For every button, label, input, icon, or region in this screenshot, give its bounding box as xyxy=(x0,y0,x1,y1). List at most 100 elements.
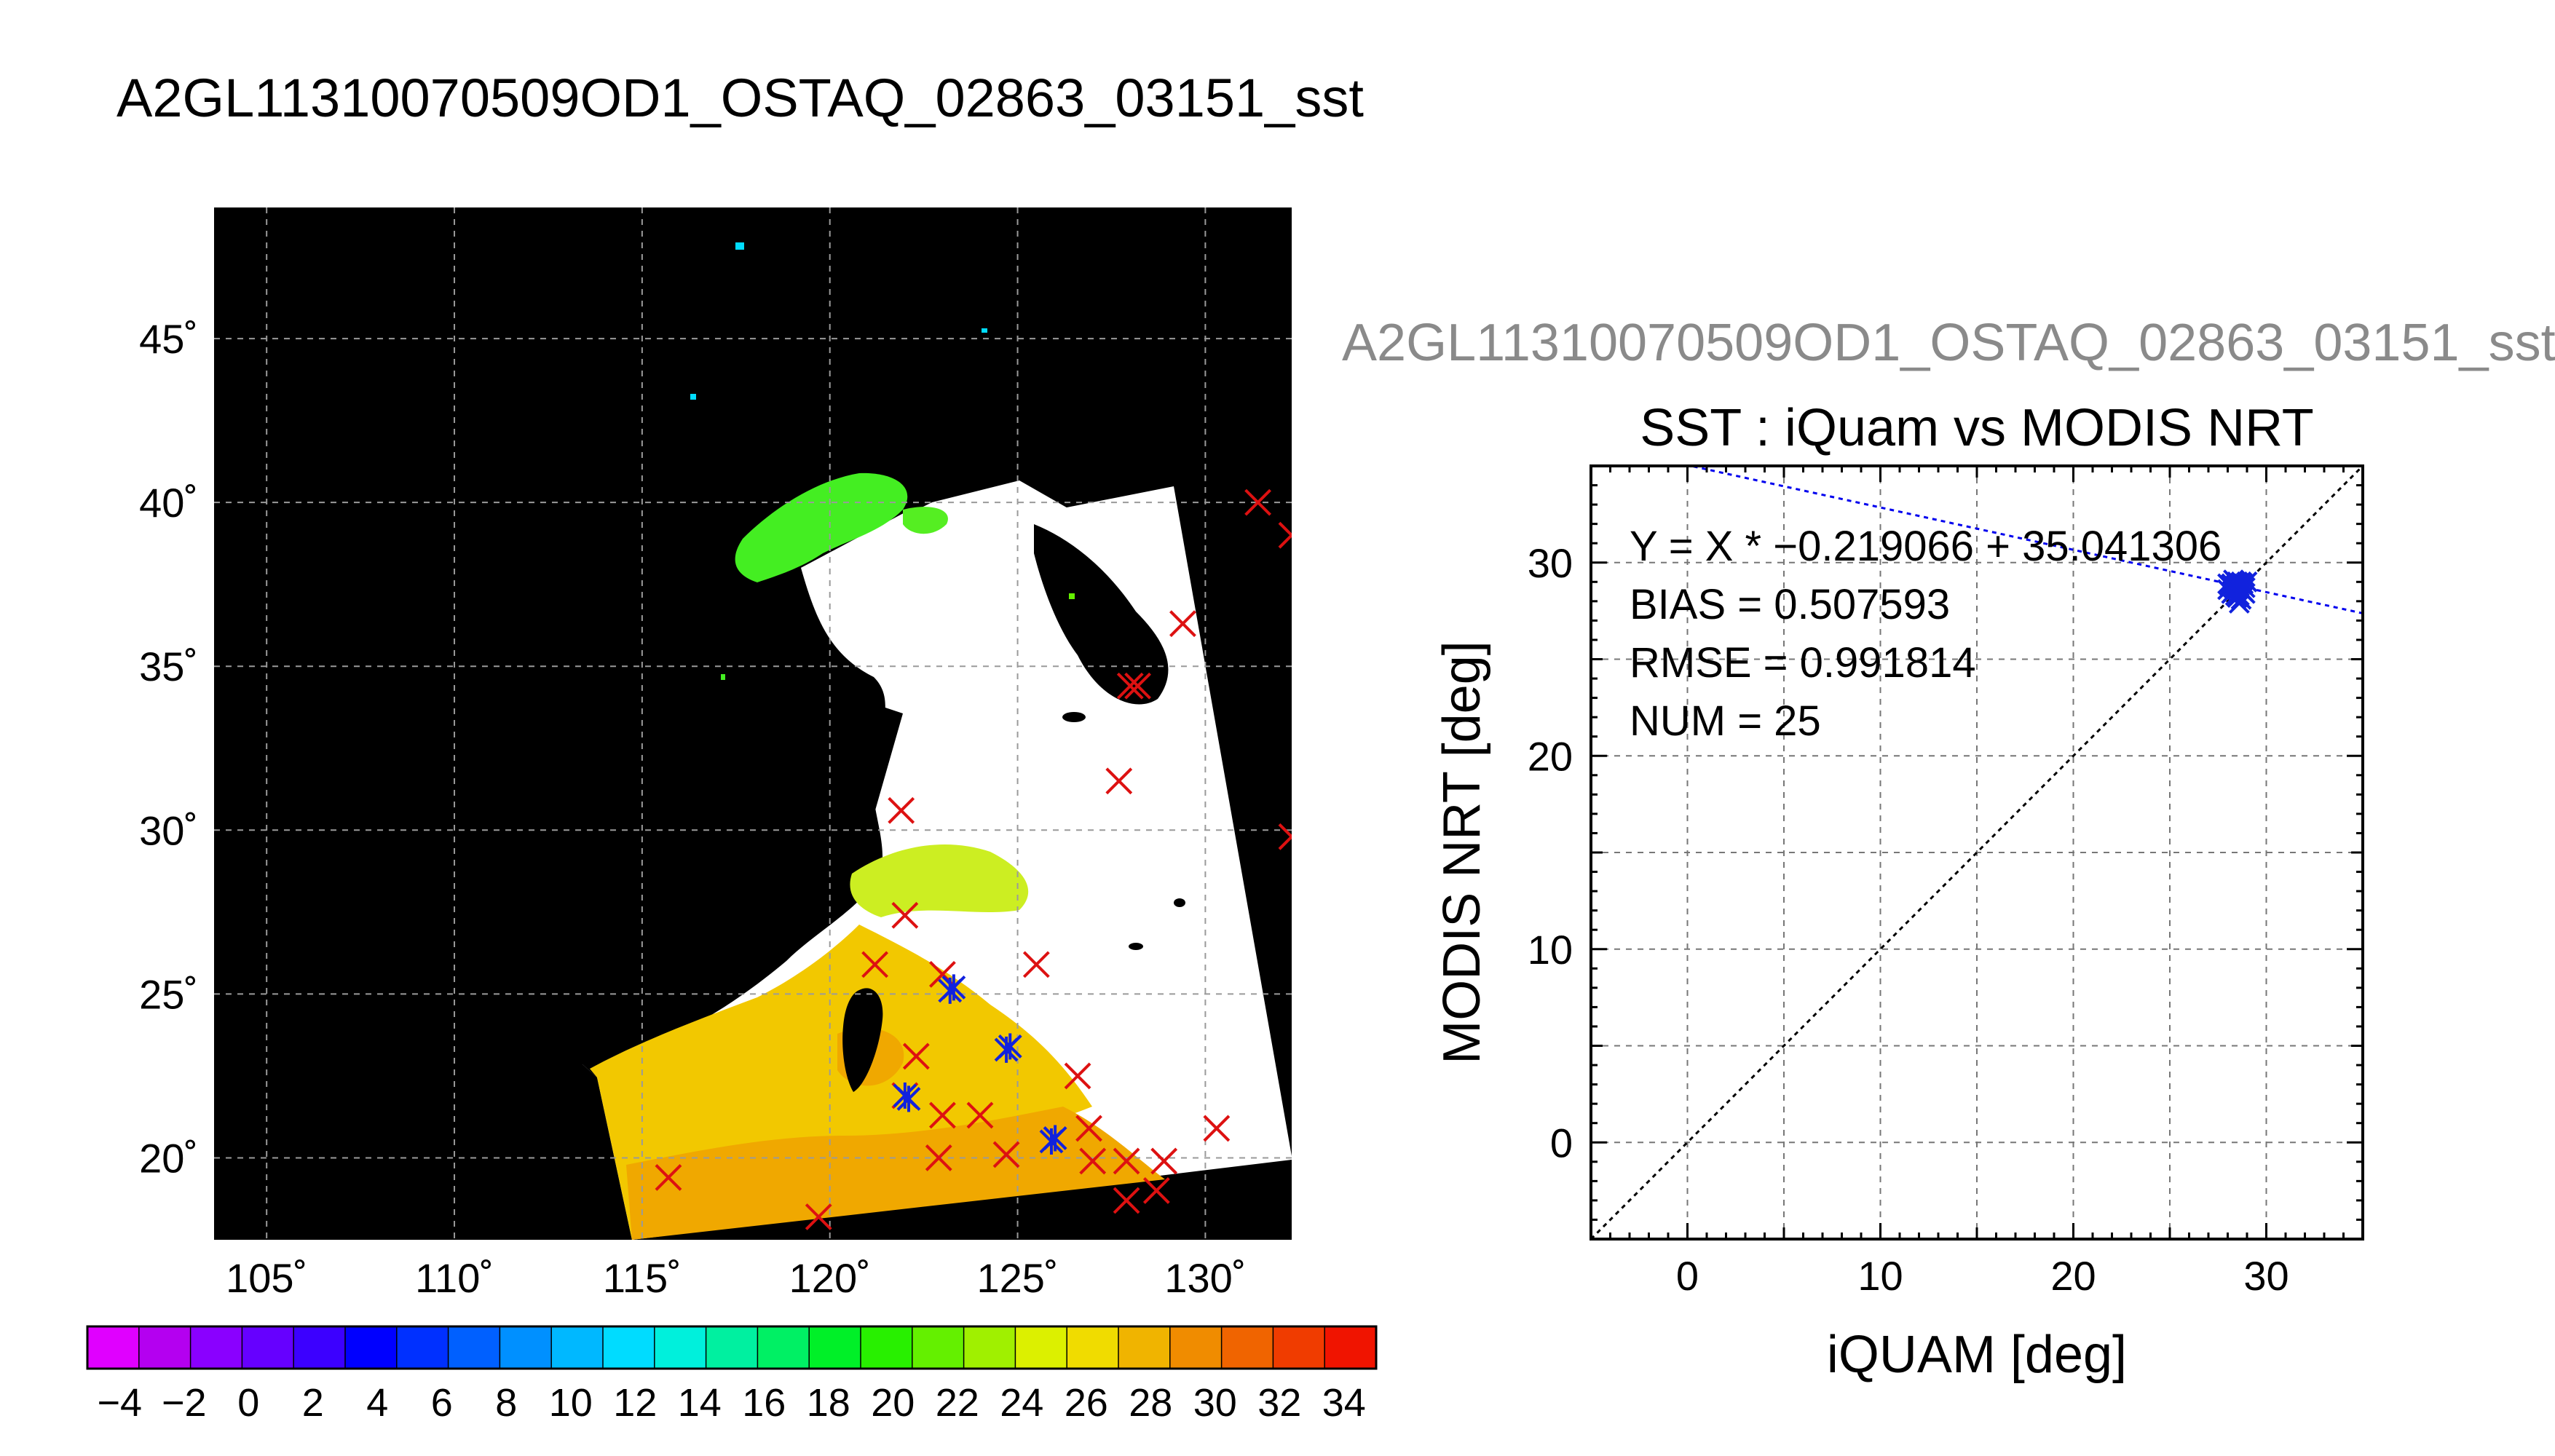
colorbar-tick-label: 30 xyxy=(1193,1381,1237,1425)
colorbar-tick-label: 34 xyxy=(1322,1381,1366,1425)
colorbar-bin xyxy=(242,1326,294,1369)
matchup-marker-red xyxy=(1064,1062,1091,1090)
colorbar-bins xyxy=(87,1326,1377,1369)
stats-rmse: RMSE = 0.991814 xyxy=(1630,639,1976,687)
colorbar-bin xyxy=(138,1326,191,1369)
matchup-marker-red xyxy=(902,1042,930,1070)
scatter-y-tick-label: 30 xyxy=(1528,540,1573,586)
map-content xyxy=(214,207,1292,1240)
map-y-tick-label: 20˚ xyxy=(139,1135,198,1181)
colorbar-tick-label: 0 xyxy=(237,1381,259,1425)
map-y-tick-label: 35˚ xyxy=(139,644,198,689)
colorbar-tick-label: 20 xyxy=(871,1381,915,1425)
matchup-marker-red xyxy=(966,1101,994,1129)
map-x-tick-label: 115˚ xyxy=(603,1255,682,1301)
colorbar-bin xyxy=(1169,1326,1223,1369)
colorbar-bin xyxy=(809,1326,861,1369)
colorbar-tick-label: 8 xyxy=(495,1381,517,1425)
matchup-marker-red xyxy=(1022,951,1050,978)
map-x-tick-label: 125˚ xyxy=(977,1255,1059,1301)
jeju-land xyxy=(1062,712,1086,722)
colorbar-bin xyxy=(345,1326,398,1369)
stats-bias: BIAS = 0.507593 xyxy=(1630,581,1950,628)
colorbar-tick-label: −4 xyxy=(97,1381,142,1425)
scatter-points xyxy=(2217,569,2258,614)
matchup-marker-red xyxy=(1124,672,1151,700)
colorbar-frame xyxy=(86,1325,1378,1370)
matchup-marker-red xyxy=(1203,1115,1231,1142)
matchup-marker-red xyxy=(925,1144,952,1171)
colorbar-bin xyxy=(757,1326,810,1369)
stats-regression: Y = X * −0.219066 + 35.041306 xyxy=(1630,523,2222,570)
map-red-markers xyxy=(655,488,1292,1230)
map-y-tick-label: 45˚ xyxy=(139,316,198,362)
stats-block: Y = X * −0.219066 + 35.041306 BIAS = 0.5… xyxy=(1630,523,2222,745)
colorbar-tick-label: 16 xyxy=(742,1381,786,1425)
sst-map-panel: 105˚ 110˚ 115˚ 120˚ 125˚ 130˚ 20˚ 25˚ 30˚ 35˚ 40˚… xyxy=(139,207,1292,1301)
matchup-marker-red xyxy=(1278,823,1292,850)
colorbar-bin xyxy=(861,1326,913,1369)
scatter-gray-title: A2GL11310070509OD1_OSTAQ_02863_03151_sst xyxy=(1342,314,2555,372)
matchup-marker-red xyxy=(1075,1115,1102,1142)
scatter-x-tick-labels: 0 10 20 30 xyxy=(1676,1253,2289,1299)
map-x-tick-label: 110˚ xyxy=(415,1255,494,1301)
map-x-tick-label: 130˚ xyxy=(1164,1255,1246,1301)
matchup-marker-red xyxy=(929,1101,956,1129)
matchup-marker-red xyxy=(1169,610,1196,638)
scatter-x-tick-label: 30 xyxy=(2243,1253,2289,1299)
matchup-marker-red xyxy=(891,901,919,929)
speck-4 xyxy=(721,674,725,680)
china-land xyxy=(575,568,885,1077)
colorbar-tick-label: 10 xyxy=(549,1381,593,1425)
colorbar-bin xyxy=(551,1326,604,1369)
page-title: A2GL11310070509OD1_OSTAQ_02863_03151_sst xyxy=(117,68,1364,128)
matchup-marker-red xyxy=(1105,767,1133,795)
map-blue-markers xyxy=(893,974,1067,1155)
matchup-marker-blue xyxy=(938,977,963,1004)
colorbar-bin xyxy=(654,1326,707,1369)
colorbar-bin xyxy=(396,1326,449,1369)
scatter-gridlines xyxy=(1591,466,2363,1239)
matchup-marker-blue xyxy=(1039,1128,1064,1155)
matchup-marker-red xyxy=(888,796,915,824)
map-x-tick-label: 120˚ xyxy=(789,1255,871,1301)
scs-orange xyxy=(626,1107,1165,1240)
matchup-marker-red xyxy=(1244,488,1272,516)
colorbar-tick-label: 22 xyxy=(936,1381,979,1425)
matchup-marker-red xyxy=(1079,1147,1107,1175)
scatter-point xyxy=(2224,571,2246,593)
map-x-tick-labels: 105˚ 110˚ 115˚ 120˚ 125˚ 130˚ xyxy=(226,1255,1246,1301)
colorbar-tick-label: 14 xyxy=(678,1381,722,1425)
scatter-y-tick-labels: 0 10 20 30 xyxy=(1528,540,1573,1166)
matchup-marker-red xyxy=(861,951,889,978)
colorbar-bin xyxy=(706,1326,758,1369)
speck-1 xyxy=(735,242,744,250)
colorbar-bin xyxy=(190,1326,242,1369)
colorbar-bin xyxy=(1015,1326,1067,1369)
matchup-marker-blue xyxy=(994,1036,1019,1063)
scatter-y-tick-label: 10 xyxy=(1528,927,1573,973)
map-x-tick-label: 105˚ xyxy=(226,1255,307,1301)
matchup-marker-red xyxy=(805,1203,832,1230)
colorbar: −4 −2 0 2 4 6 8 10 12 14 16 18 20 22 24 26 28 30 32 34 xyxy=(86,1325,1378,1425)
matchup-marker-red xyxy=(655,1164,682,1191)
map-gridlines xyxy=(214,207,1292,1240)
colorbar-bin xyxy=(448,1326,500,1369)
matchup-marker-blue xyxy=(896,1085,921,1112)
scatter-title: SST : iQuam vs MODIS NRT xyxy=(1640,399,2314,457)
colorbar-tick-label: 28 xyxy=(1129,1381,1172,1425)
colorbar-tick-label: 32 xyxy=(1257,1381,1301,1425)
colorbar-tick-labels: −4 −2 0 2 4 6 8 10 12 14 16 18 20 22 24 26 28 30 32 34 xyxy=(97,1381,1365,1425)
colorbar-bin xyxy=(499,1326,552,1369)
scatter-y-tick-label: 0 xyxy=(1550,1120,1573,1166)
matchup-marker-red xyxy=(1116,672,1144,700)
map-y-tick-labels: 20˚ 25˚ 30˚ 35˚ 40˚ 45˚ xyxy=(139,316,198,1181)
colorbar-tick-label: 6 xyxy=(431,1381,453,1425)
matchup-marker-red xyxy=(1150,1147,1178,1175)
ecs-greenyellow xyxy=(850,844,1029,917)
colorbar-bin xyxy=(1273,1326,1325,1369)
colorbar-bin xyxy=(603,1326,655,1369)
scatter-tick-marks xyxy=(1590,464,2364,1241)
scatter-x-tick-label: 0 xyxy=(1676,1253,1699,1299)
